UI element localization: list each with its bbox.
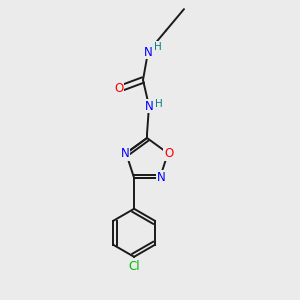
Text: O: O <box>114 82 123 95</box>
Text: O: O <box>164 147 173 160</box>
Text: N: N <box>145 100 153 112</box>
Text: H: H <box>154 42 162 52</box>
Text: N: N <box>144 46 152 59</box>
Text: N: N <box>157 171 165 184</box>
Text: H: H <box>155 99 163 109</box>
Text: N: N <box>121 147 130 160</box>
Text: Cl: Cl <box>128 260 140 273</box>
